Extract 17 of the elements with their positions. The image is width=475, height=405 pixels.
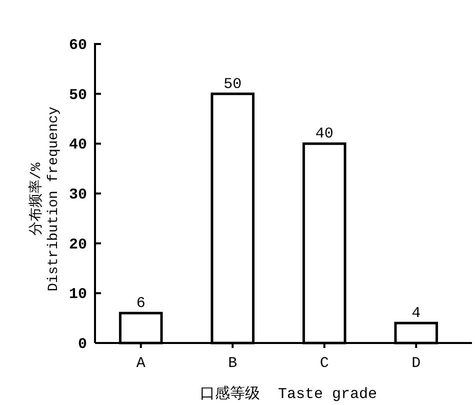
x-axis-title: 口感等级 Taste grade [200,385,378,403]
y-axis-title: 分布频率/% Distribution frequency [29,105,63,293]
x-tick-label: D [412,355,421,372]
x-tick-label: B [228,355,238,372]
data-label: 50 [224,76,242,93]
y-tick-label: 20 [68,236,87,254]
data-label: 40 [315,126,334,143]
y-tick-label: 50 [68,86,87,104]
data-label: 4 [412,305,421,322]
data-label: 6 [136,295,146,312]
y-tick-label: 10 [68,286,87,304]
x-tick-label: A [136,355,146,372]
y-tick-label: 40 [68,136,87,154]
x-tick-label: C [320,355,329,372]
y-tick-label: 60 [68,37,87,54]
y-tick-label: 30 [68,186,87,204]
y-tick-label: 0 [78,336,87,353]
